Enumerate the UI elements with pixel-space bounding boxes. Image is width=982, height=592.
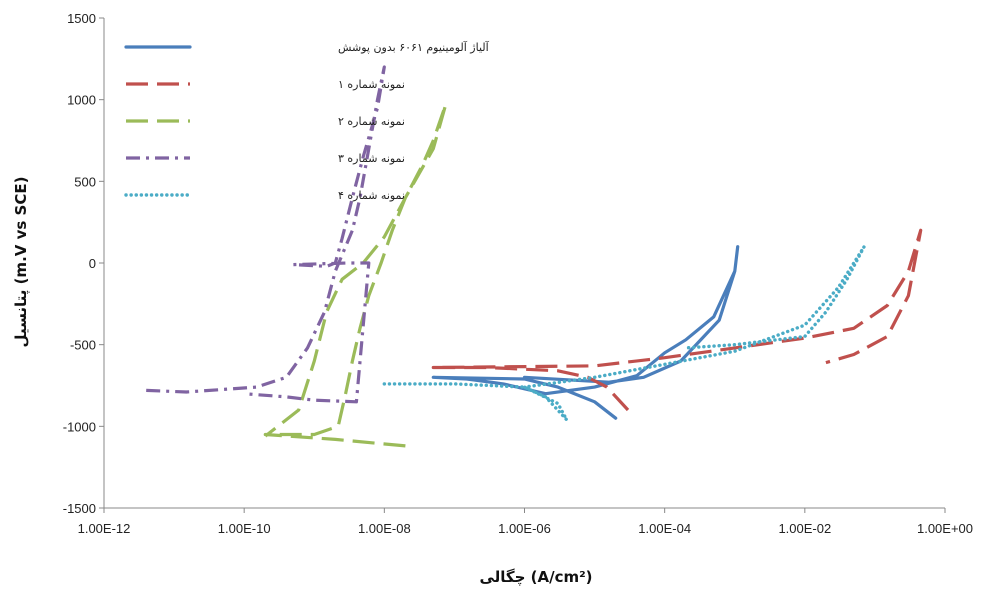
x-axis-title: چگالی (A/cm²)	[479, 568, 592, 587]
series-line-2	[431, 228, 923, 412]
series-line-1	[431, 245, 740, 420]
x-tick-label: 1.00E-10	[218, 521, 271, 536]
y-tick-label: 1500	[67, 11, 96, 26]
x-tick-label: 1.00E-08	[358, 521, 411, 536]
x-tick-label: 1.00E-04	[638, 521, 691, 536]
legend-label-3: نمونه شماره ۲	[338, 115, 405, 128]
y-tick-label: 500	[74, 174, 96, 189]
y-tick-label: 1000	[67, 93, 96, 108]
series-line-5	[382, 245, 866, 422]
x-tick-label: 1.00E-12	[78, 521, 131, 536]
series-line-3	[263, 103, 448, 448]
series-curves	[146, 65, 923, 448]
axes	[99, 17, 946, 513]
x-tick-label: 1.00E+00	[917, 521, 973, 536]
y-tick-label: 0	[89, 256, 96, 271]
x-tick-label: 1.00E-02	[778, 521, 831, 536]
tick-labels: 1.00E-12 1.00E-10 1.00E-08 1.00E-06 1.00E-04…	[63, 11, 973, 536]
series-line-4	[146, 65, 386, 404]
y-tick-label: -500	[70, 338, 96, 353]
legend-label-4: نمونه شماره ۳	[338, 152, 405, 165]
x-tick-label: 1.00E-06	[498, 521, 551, 536]
legend-label-5: نمونه شماره ۴	[338, 189, 405, 202]
y-axis-title: پتانسیل (m.V vs SCE)	[12, 177, 31, 348]
legend-label-1: آلیاژ آلومینیوم ۶۰۶۱ بدون پوشش	[338, 40, 490, 54]
legend-label-2: نمونه شماره ۱	[338, 78, 405, 91]
y-tick-label: -1500	[63, 501, 96, 516]
legend: آلیاژ آلومینیوم ۶۰۶۱ بدون پوشش نمونه شمار…	[124, 40, 490, 202]
y-tick-label: -1000	[63, 419, 96, 434]
